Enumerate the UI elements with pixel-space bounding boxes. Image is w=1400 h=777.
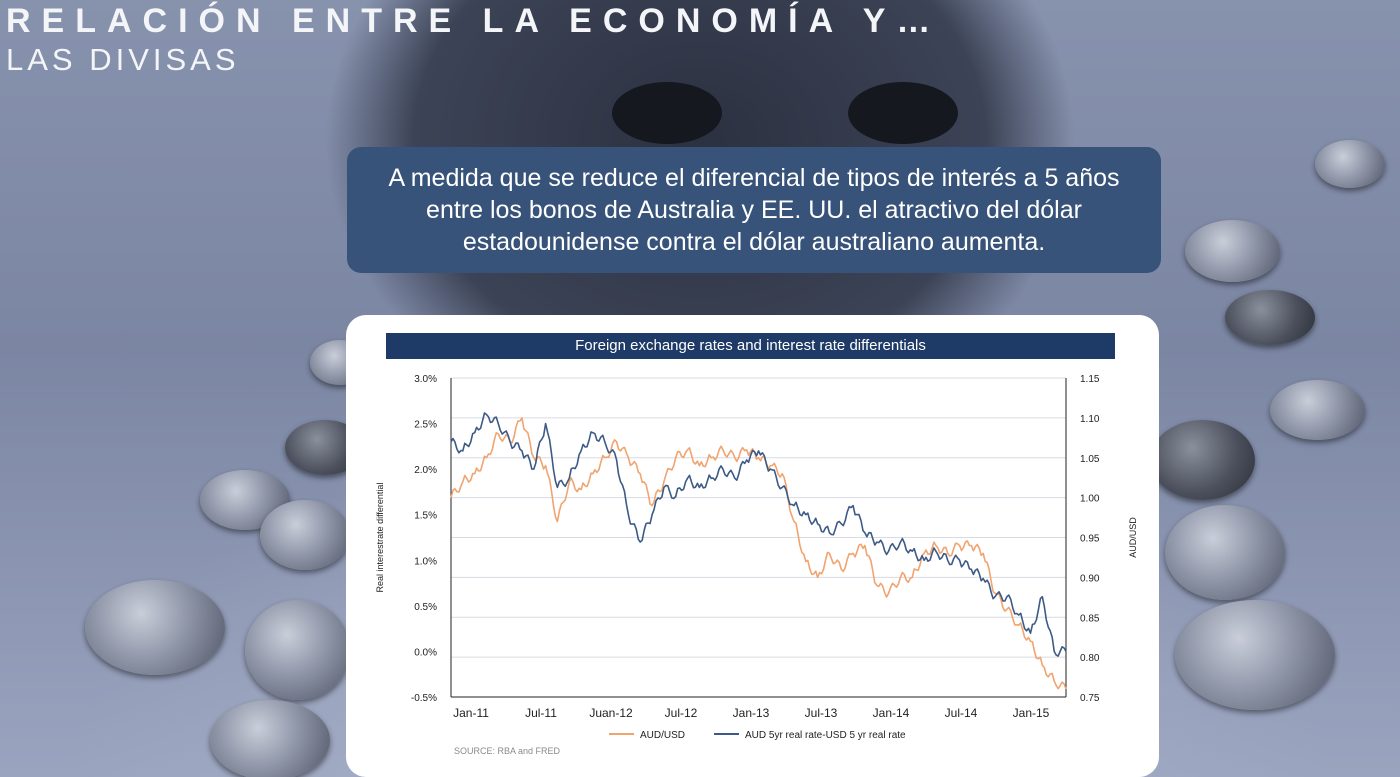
legend-label-rate-differential: AUD 5yr real rate-USD 5 yr real rate <box>745 730 906 741</box>
y-tick-label-left: 1.5% <box>414 511 437 522</box>
callout-text: A medida que se reduce el diferencial de… <box>388 164 1120 256</box>
legend-label-aud-usd: AUD/USD <box>640 730 685 741</box>
y-tick-label-right: 0.80 <box>1080 653 1100 664</box>
y-tick-label-right: 0.90 <box>1080 573 1100 584</box>
y-tick-label-right: 0.95 <box>1080 534 1100 545</box>
coin-decoration <box>85 580 225 675</box>
x-tick-label: Jan-15 <box>1013 706 1050 720</box>
coin-decoration <box>1315 140 1385 188</box>
x-tick-label: Jul-11 <box>525 706 557 720</box>
y-tick-label-left: 1.0% <box>414 556 437 567</box>
slide-subtitle: LAS DIVISAS <box>6 42 240 77</box>
coin-decoration <box>1225 290 1315 345</box>
y-tick-label-right: 0.75 <box>1080 693 1100 704</box>
y-tick-label-left: -0.5% <box>411 693 437 704</box>
x-tick-label: Jan-14 <box>873 706 910 720</box>
piggy-nostril <box>848 82 958 144</box>
y-tick-label-right: 1.15 <box>1080 374 1100 385</box>
coin-decoration <box>1175 600 1335 710</box>
series-line-rate-differential <box>450 412 1067 657</box>
chart-source: SOURCE: RBA and FRED <box>454 746 561 756</box>
coin-decoration <box>260 500 350 570</box>
x-tick-label: Jul-12 <box>665 706 698 720</box>
y-axis-title-right: AUD/USD <box>1128 517 1138 558</box>
chart-plot: 3.0% 2.5% 2.0% 1.5% 1.0% 0.5% 0.0% -0.5% 1.15 1.1… <box>375 374 1138 741</box>
y-tick-label-left: 2.0% <box>414 465 437 476</box>
coin-decoration <box>1165 505 1285 600</box>
y-tick-label-left: 0.5% <box>414 602 437 613</box>
x-tick-label: Jul-14 <box>945 706 978 720</box>
coin-decoration <box>210 700 330 777</box>
y-tick-label-left: 2.5% <box>414 420 437 431</box>
piggy-nostril <box>612 82 722 144</box>
x-tick-label: Jan-11 <box>453 706 489 720</box>
chart-card: Foreign exchange rates and interest rate… <box>346 315 1159 777</box>
y-tick-label-right: 0.85 <box>1080 613 1100 624</box>
x-tick-label: Juan-12 <box>589 706 633 720</box>
chart-title: Foreign exchange rates and interest rate… <box>386 333 1115 359</box>
coin-decoration <box>1150 420 1255 500</box>
slide-title: RELACIÓN ENTRE LA ECONOMÍA Y… <box>6 2 942 40</box>
coin-decoration <box>245 600 350 700</box>
y-tick-label-left: 3.0% <box>414 374 437 385</box>
y-tick-label-right: 1.05 <box>1080 454 1100 465</box>
callout-box: A medida que se reduce el diferencial de… <box>347 147 1161 273</box>
series-line-aud-usd <box>450 417 1067 690</box>
y-axis-title-left: Real interestrate differential <box>375 483 385 593</box>
y-tick-label-right: 1.10 <box>1080 414 1100 425</box>
coin-decoration <box>1185 220 1280 282</box>
x-tick-label: Jul-13 <box>805 706 838 720</box>
y-tick-label-left: 0.0% <box>414 647 437 658</box>
y-tick-label-right: 1.00 <box>1080 494 1100 505</box>
x-tick-label: Jan-13 <box>733 706 770 720</box>
coin-decoration <box>1270 380 1365 440</box>
